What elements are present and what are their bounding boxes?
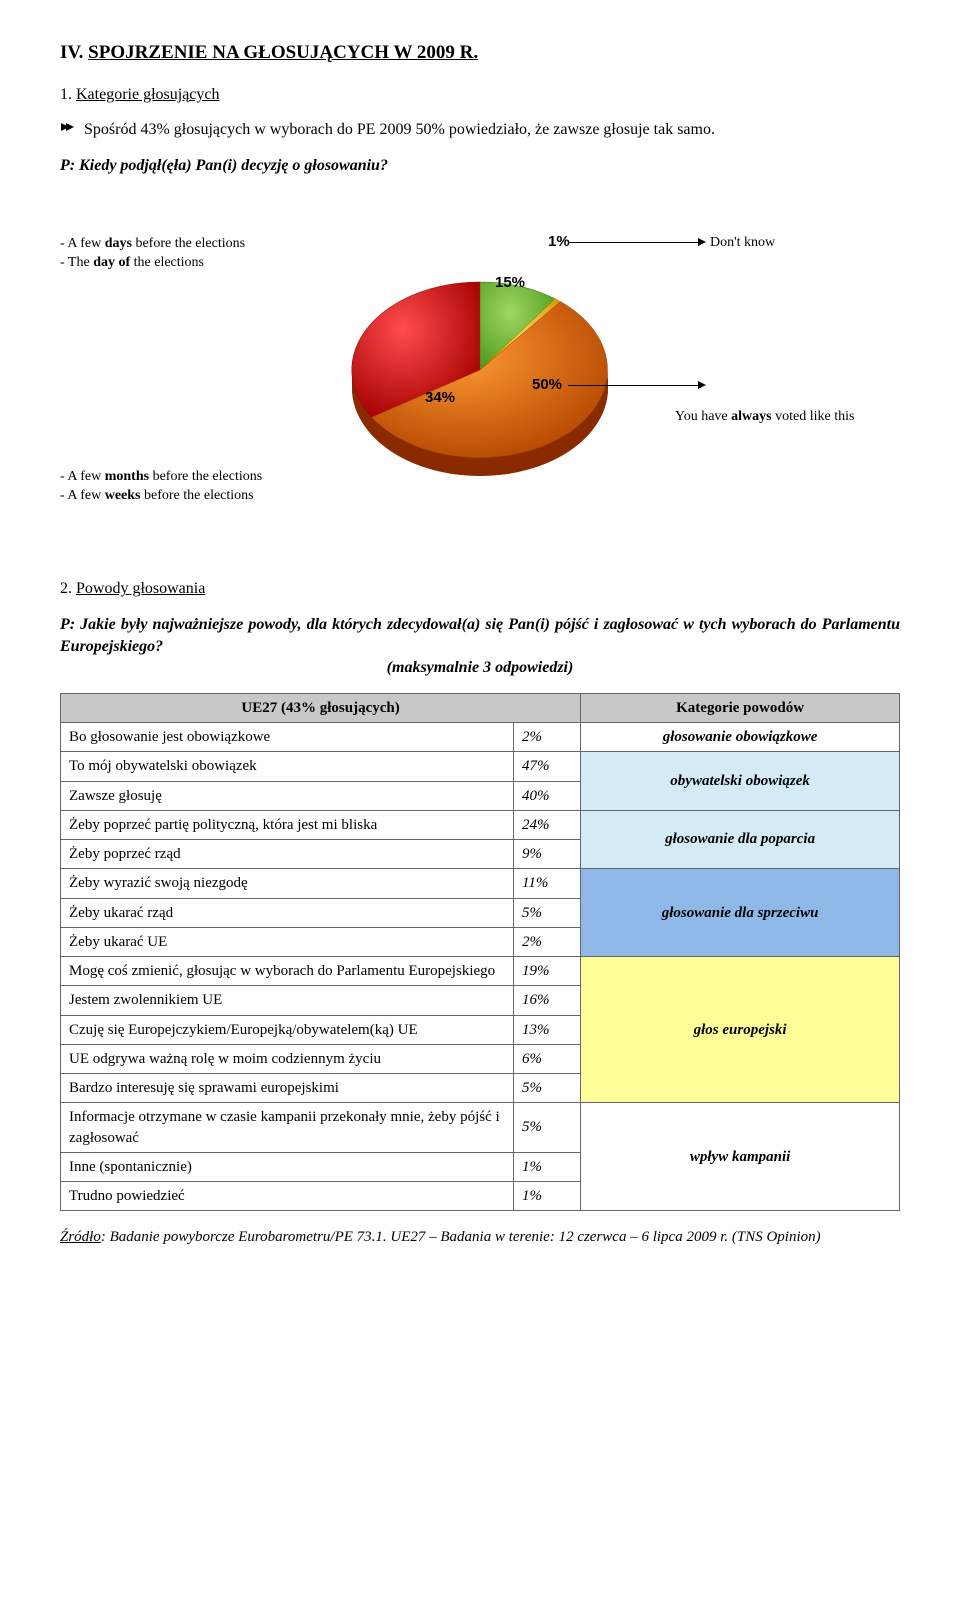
reason-cell: Żeby poprzeć partię polityczną, która je… [61,810,514,839]
reason-cell: Żeby wyrazić swoją niezgodę [61,869,514,898]
th-right: Kategorie powodów [581,693,900,722]
value-cell: 24% [514,810,581,839]
category-cell: głosowanie dla poparcia [581,810,900,869]
value-cell: 1% [514,1152,581,1181]
arrow-icon [60,119,84,141]
section-title-text: SPOJRZENIE NA GŁOSUJĄCYCH W 2009 R. [88,42,478,63]
value-cell: 1% [514,1182,581,1211]
pct-15: 15% [495,273,525,293]
reason-cell: Jestem zwolennikiem UE [61,986,514,1015]
subheading-1: 1. Kategorie głosujących [60,84,900,106]
reason-cell: Czuję się Europejczykiem/Europejką/obywa… [61,1015,514,1044]
q2-line1: P: Jakie były najważniejsze powody, dla … [60,616,900,655]
sub1-num: 1. [60,86,72,103]
reason-cell: Żeby ukarać rząd [61,898,514,927]
reason-cell: Trudno powiedzieć [61,1182,514,1211]
reason-cell: Bardzo interesuję się sprawami europejsk… [61,1074,514,1103]
reason-cell: UE odgrywa ważną rolę w moim codziennym … [61,1044,514,1073]
label-dk: Don't know [710,234,775,253]
sub2-num: 2. [60,580,72,597]
reason-cell: Mogę coś zmienić, głosując w wyborach do… [61,957,514,986]
question-1: P: Kiedy podjął(ęła) Pan(i) decyzję o gł… [60,155,900,177]
arrow-line-dk [568,242,698,243]
value-cell: 5% [514,898,581,927]
pct-34: 34% [425,388,455,408]
table-row: To mój obywatelski obowiązek47%obywatels… [61,752,900,781]
source-prefix: Źródło [60,1229,101,1245]
value-cell: 11% [514,869,581,898]
bullet-1: Spośród 43% głosujących w wyborach do PE… [60,119,900,141]
value-cell: 5% [514,1074,581,1103]
category-cell: głos europejski [581,957,900,1103]
category-cell: głosowanie dla sprzeciwu [581,869,900,957]
table-row: Żeby wyrazić swoją niezgodę11%głosowanie… [61,869,900,898]
value-cell: 2% [514,723,581,752]
table-row: Bo głosowanie jest obowiązkowe2%głosowan… [61,723,900,752]
source-text: : Badanie powyborcze Eurobarometru/PE 73… [101,1229,821,1245]
th-left: UE27 (43% głosujących) [61,693,581,722]
value-cell: 16% [514,986,581,1015]
question-2: P: Jakie były najważniejsze powody, dla … [60,614,900,679]
category-cell: obywatelski obowiązek [581,752,900,811]
value-cell: 19% [514,957,581,986]
value-cell: 6% [514,1044,581,1073]
category-cell: głosowanie obowiązkowe [581,723,900,752]
reason-cell: Informacje otrzymane w czasie kampanii p… [61,1103,514,1153]
value-cell: 9% [514,840,581,869]
subheading-2: 2. Powody głosowania [60,578,900,600]
reason-cell: Inne (spontanicznie) [61,1152,514,1181]
value-cell: 5% [514,1103,581,1153]
table-row: Mogę coś zmienić, głosując w wyborach do… [61,957,900,986]
value-cell: 13% [514,1015,581,1044]
source-note: Źródło: Badanie powyborcze Eurobarometru… [60,1227,900,1247]
reason-cell: Bo głosowanie jest obowiązkowe [61,723,514,752]
table-row: Żeby poprzeć partię polityczną, która je… [61,810,900,839]
reason-cell: Żeby poprzeć rząd [61,840,514,869]
value-cell: 2% [514,927,581,956]
reason-cell: To mój obywatelski obowiązek [61,752,514,781]
label-always: You have always voted like this [675,408,854,427]
reason-cell: Zawsze głosuję [61,781,514,810]
reasons-table: UE27 (43% głosujących) Kategorie powodów… [60,693,900,1212]
arrow-head-dk [698,238,706,246]
pct-50: 50% [532,375,562,395]
pct-1: 1% [548,232,570,252]
section-heading: IV. SPOJRZENIE NA GŁOSUJĄCYCH W 2009 R. [60,40,900,66]
label-days: - A few days before the elections- The d… [60,235,320,273]
value-cell: 47% [514,752,581,781]
section-number: IV. [60,42,83,63]
sub2-title: Powody głosowania [76,580,205,597]
label-months: - A few months before the elections- A f… [60,468,340,506]
bullet-1-text: Spośród 43% głosujących w wyborach do PE… [84,119,900,141]
sub1-title: Kategorie głosujących [76,86,220,103]
category-cell: wpływ kampanii [581,1103,900,1211]
arrow-head-always [698,381,706,389]
value-cell: 40% [514,781,581,810]
arrow-line-always [568,385,698,386]
table-row: Informacje otrzymane w czasie kampanii p… [61,1103,900,1153]
reason-cell: Żeby ukarać UE [61,927,514,956]
table-header-row: UE27 (43% głosujących) Kategorie powodów [61,693,900,722]
q2-line2: (maksymalnie 3 odpowiedzi) [60,657,900,679]
pie-chart: 15% 1% 50% 34% - A few days before the e… [60,190,900,550]
